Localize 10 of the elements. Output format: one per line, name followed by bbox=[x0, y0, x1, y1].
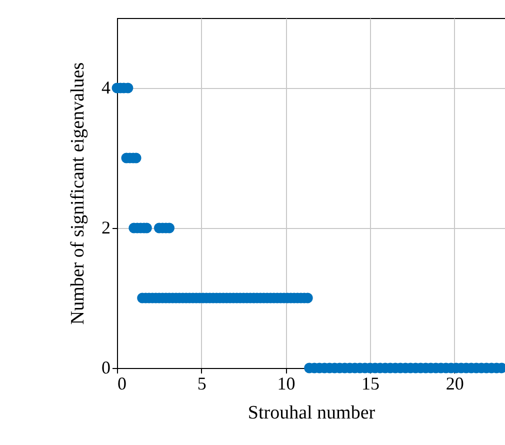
y-tick-label: 0 bbox=[102, 358, 110, 378]
x-tick-label: 15 bbox=[362, 374, 380, 394]
x-tick-label: 0 bbox=[118, 374, 126, 394]
y-tick-label: 2 bbox=[102, 218, 110, 238]
x-tick-label: 10 bbox=[277, 374, 296, 394]
y-tick-label: 4 bbox=[102, 78, 110, 98]
x-axis-title: Strouhal number bbox=[248, 402, 376, 424]
x-tick-label: 5 bbox=[197, 374, 206, 394]
y-axis-title: Number of significant eigenvalues bbox=[68, 62, 88, 325]
x-tick-label: 20 bbox=[446, 374, 464, 394]
